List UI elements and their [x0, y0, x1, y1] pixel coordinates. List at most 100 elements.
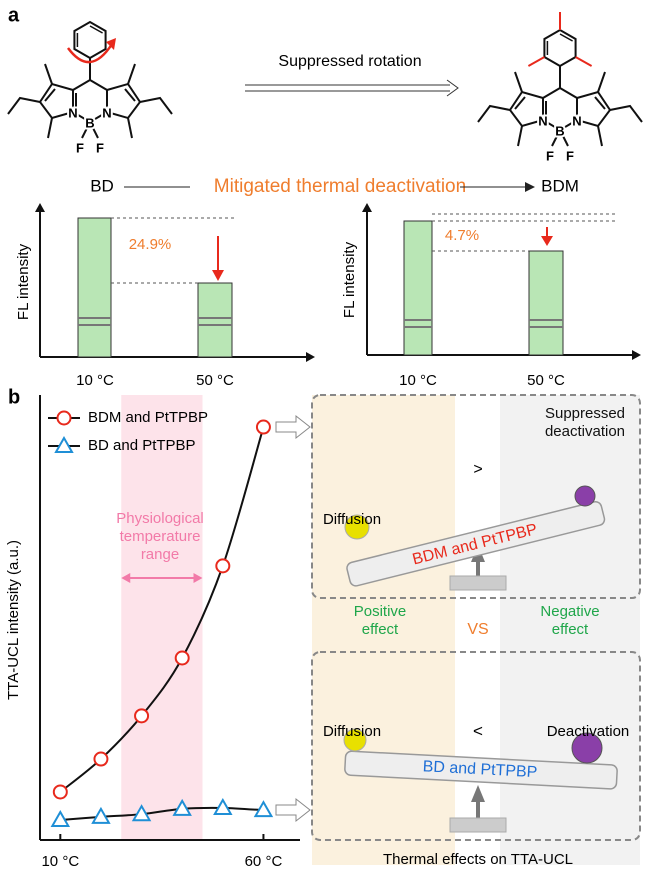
- effect-label: Deactivation: [547, 723, 630, 740]
- drop-arrow-head: [212, 270, 224, 281]
- effect-label: Positive effect: [353, 603, 407, 638]
- molecule: NBN F F: [477, 12, 643, 165]
- ring: [543, 28, 577, 68]
- atom-label: F: [76, 140, 84, 155]
- bond: [551, 129, 569, 147]
- rotation-arrow: [66, 43, 114, 64]
- data-point: [172, 798, 192, 816]
- arrow-head: [525, 182, 535, 192]
- legend-label: BDM and PtTPBP: [88, 409, 208, 426]
- bar: [197, 282, 233, 358]
- panel-label: a: [8, 4, 20, 26]
- bottom-box: [311, 651, 641, 841]
- rotation-arrow-head: [106, 38, 116, 50]
- beam: [346, 500, 606, 587]
- drop-label: 4.7%: [445, 227, 479, 244]
- atom-label: N: [102, 105, 111, 120]
- effect-label: Suppressed deactivation: [544, 405, 626, 440]
- compare-sign: >: [473, 461, 482, 478]
- bar: [77, 217, 112, 358]
- bar: [528, 250, 564, 356]
- bond: [477, 71, 643, 147]
- atom-label: F: [546, 148, 554, 163]
- bond: [44, 88, 136, 109]
- bond: [575, 56, 593, 67]
- range-arrow-head: [121, 573, 131, 583]
- effect-label: Diffusion: [323, 723, 381, 740]
- pivot: [471, 785, 485, 802]
- caption: Thermal effects on TTA-UCL: [383, 851, 573, 868]
- x-tick-label: 10 °C: [41, 853, 79, 870]
- vs-label: VS: [467, 621, 488, 638]
- data-point: [174, 650, 190, 666]
- legend-label: BD and PtTPBP: [88, 437, 196, 454]
- arrow-head: [446, 79, 459, 97]
- data-point: [213, 797, 233, 815]
- bar-stripes: [78, 317, 232, 326]
- category-label: 10 °C: [399, 372, 437, 389]
- data-point: [91, 806, 111, 824]
- molecule-name: BD: [90, 176, 114, 195]
- y-axis-label: FL intensity: [15, 243, 32, 320]
- effect-label: Diffusion: [323, 511, 381, 528]
- beam: [344, 750, 618, 790]
- range-arrow-head: [193, 573, 203, 583]
- legend-marker: [54, 435, 74, 453]
- bond: [546, 33, 573, 55]
- arrow-label: Suppressed rotation: [278, 53, 421, 70]
- panel-label: b: [8, 386, 20, 408]
- data-point: [134, 708, 150, 724]
- compare-sign: <: [473, 721, 483, 740]
- link-arrow: [275, 414, 311, 440]
- drop-label: 24.9%: [129, 236, 172, 253]
- category-label: 10 °C: [76, 372, 114, 389]
- deactivation-ball: [574, 485, 596, 507]
- axis-arrow: [362, 203, 372, 212]
- x-tick-label: 60 °C: [245, 853, 283, 870]
- atom-label: F: [96, 140, 104, 155]
- beam-bottom: BD and PtTPBP: [344, 750, 618, 790]
- diffusion-ball: [343, 728, 367, 752]
- effect-label: Negative effect: [540, 603, 600, 638]
- pivot-base: [449, 575, 507, 591]
- data-point: [255, 419, 271, 435]
- y-axis-label: TTA-UCL intensity (a.u.): [5, 540, 22, 700]
- atom-label: N: [572, 113, 581, 128]
- atom-label: F: [566, 148, 574, 163]
- bond: [81, 121, 99, 139]
- category-label: 50 °C: [196, 372, 234, 389]
- data-point: [93, 751, 109, 767]
- atom-label: B: [555, 123, 564, 138]
- atom-label: N: [538, 113, 547, 128]
- data-point: [50, 809, 71, 827]
- molecule: NBN F F: [7, 20, 173, 157]
- ring: [73, 20, 107, 60]
- link-arrow: [275, 797, 311, 823]
- category-label: 50 °C: [527, 372, 565, 389]
- legend-marker: [56, 410, 72, 426]
- data-point: [52, 784, 68, 800]
- beam-label: BD and PtTPBP: [422, 758, 537, 781]
- middle-label: Mitigated thermal deactivation: [214, 176, 466, 197]
- atom-label: B: [85, 115, 94, 130]
- data-point: [131, 804, 152, 822]
- bar: [403, 220, 433, 356]
- deactivation-ball: [571, 732, 603, 764]
- bond: [527, 56, 545, 67]
- pivot-stem: [476, 560, 480, 576]
- drop-arrow-head: [541, 236, 553, 246]
- diffusion-ball: [344, 514, 370, 540]
- positive-column: [312, 395, 455, 865]
- highlight-band: [121, 395, 203, 840]
- pivot-stem: [476, 800, 480, 818]
- bond: [76, 25, 103, 47]
- y-axis-label: FL intensity: [341, 241, 358, 318]
- atom-label: N: [68, 105, 77, 120]
- bond: [7, 63, 173, 139]
- pivot-base: [449, 817, 507, 833]
- data-point: [253, 800, 274, 818]
- molecule-name: BDM: [541, 176, 579, 195]
- data-point: [215, 558, 231, 574]
